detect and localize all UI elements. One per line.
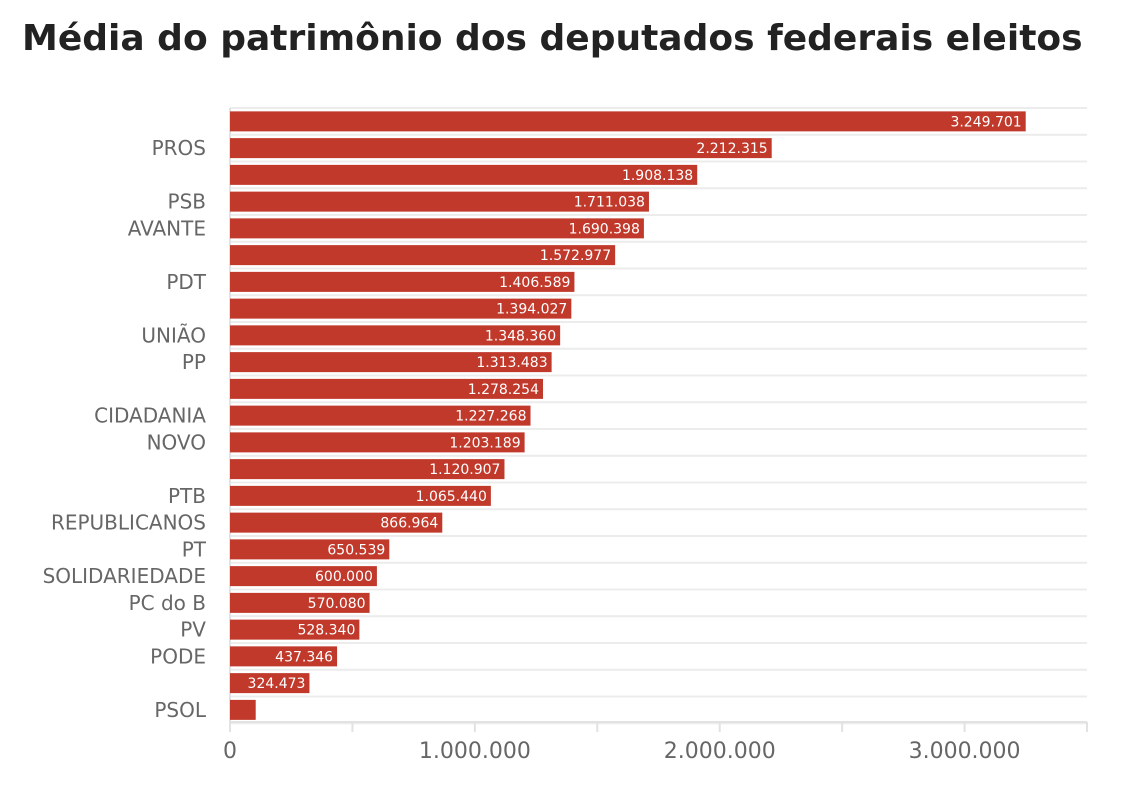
data-label: 1.313.483	[476, 355, 547, 371]
bar	[230, 566, 377, 587]
bar	[230, 111, 1026, 132]
category-label: PTB	[168, 484, 206, 508]
data-label: 1.572.977	[540, 248, 611, 264]
data-label: 1.278.254	[468, 382, 539, 398]
category-label: PSOL	[154, 698, 206, 722]
bar	[230, 459, 505, 480]
category-label: PC do B	[129, 591, 206, 615]
bar	[230, 245, 616, 266]
data-label: 528.340	[297, 623, 355, 639]
category-label: PROS	[152, 136, 206, 160]
bar	[230, 271, 575, 292]
category-label: PDT	[166, 270, 206, 294]
bar	[230, 592, 370, 613]
category-label: SOLIDARIEDADE	[43, 564, 206, 588]
bar	[230, 673, 310, 694]
data-label: 1.227.268	[455, 409, 526, 425]
category-label: PSB	[168, 190, 206, 214]
category-label: NOVO	[147, 430, 206, 454]
data-label: 1.348.360	[485, 328, 556, 344]
bar	[230, 298, 572, 319]
bar	[230, 512, 443, 533]
category-label: PV	[180, 618, 206, 642]
category-label: REPUBLICANOS	[51, 511, 206, 535]
bar	[230, 646, 338, 667]
bars	[230, 111, 1026, 720]
data-label: 2.212.315	[696, 141, 767, 157]
bar	[230, 432, 525, 453]
data-label: 437.346	[275, 649, 333, 665]
data-label: 1.406.589	[499, 275, 570, 291]
data-label: 866.964	[380, 516, 438, 532]
bar	[230, 218, 644, 239]
bar	[230, 164, 698, 185]
chart-title: Média do patrimônio dos deputados federa…	[22, 18, 1083, 59]
bar	[230, 485, 491, 506]
category-label: UNIÃO	[141, 323, 206, 347]
x-tick-label: 1.000.000	[419, 739, 531, 764]
category-label: CIDADANIA	[94, 404, 206, 428]
bar	[230, 405, 531, 426]
gridlines	[229, 107, 1087, 725]
bar	[230, 138, 772, 159]
data-label: 650.539	[327, 542, 385, 558]
x-tick-label: 3.000.000	[909, 739, 1021, 764]
data-label: 1.908.138	[622, 168, 693, 184]
data-label: 1.690.398	[569, 221, 640, 237]
bar	[230, 191, 649, 212]
data-label: 1.394.027	[496, 302, 567, 318]
data-label: 324.473	[248, 676, 306, 692]
x-tick-label: 0	[223, 739, 237, 764]
category-label: PT	[182, 537, 207, 561]
data-label: 1.203.189	[449, 435, 520, 451]
bar	[230, 352, 552, 373]
bar	[230, 539, 390, 560]
bar	[230, 619, 360, 640]
bar	[230, 325, 561, 346]
data-label: 3.249.701	[950, 114, 1021, 130]
data-label: 1.120.907	[429, 462, 500, 478]
category-label: PODE	[150, 644, 206, 668]
data-label: 600.000	[315, 569, 373, 585]
x-axis: 0 1.000.000 2.000.000 3.000.000	[223, 721, 1088, 764]
category-label: AVANTE	[128, 216, 206, 240]
category-label: PP	[182, 350, 206, 374]
bar	[230, 699, 256, 720]
bar	[230, 378, 543, 399]
data-label: 570.080	[308, 596, 366, 612]
data-label: 1.065.440	[416, 489, 487, 505]
x-tick-label: 2.000.000	[664, 739, 776, 764]
data-label: 1.711.038	[574, 195, 645, 211]
